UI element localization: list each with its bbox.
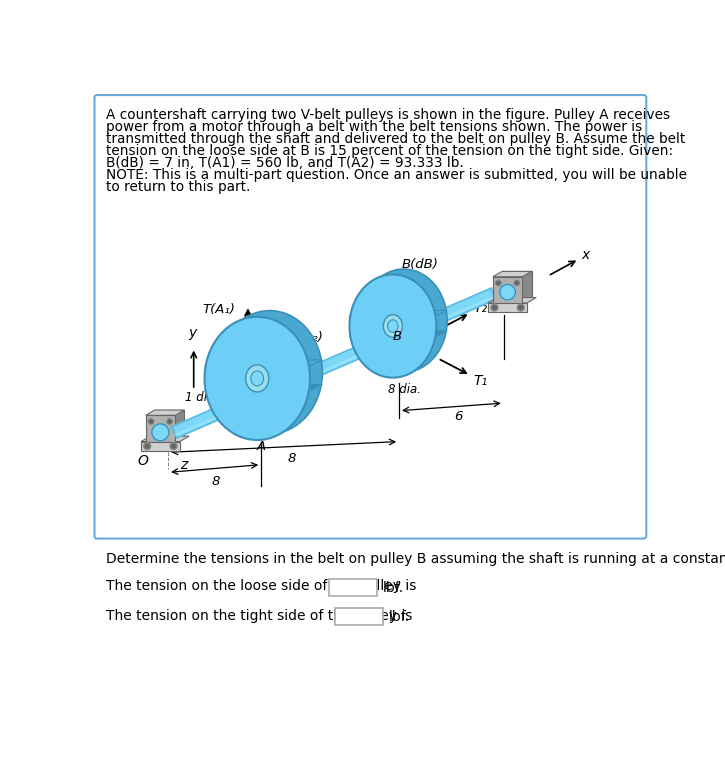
Bar [146,416,175,442]
Ellipse shape [217,311,323,434]
Bar [493,277,522,304]
Ellipse shape [204,317,310,440]
Circle shape [149,420,153,423]
Text: T(A₂): T(A₂) [291,331,323,344]
Text: y: y [188,326,196,340]
Text: C: C [520,279,529,293]
Polygon shape [146,410,184,416]
Circle shape [172,445,175,448]
Polygon shape [175,296,495,436]
Bar [141,442,180,451]
Ellipse shape [251,371,264,386]
Text: A countershaft carrying two V-belt pulleys is shown in the figure. Pulley A rece: A countershaft carrying two V-belt pulle… [106,108,670,122]
Polygon shape [349,310,447,315]
Text: 1 dia.: 1 dia. [185,391,218,404]
Text: lbf.: lbf. [389,610,410,624]
Circle shape [145,445,149,448]
Text: x: x [581,249,589,262]
Polygon shape [141,436,189,442]
Text: 8: 8 [212,475,220,488]
Text: B(dB) = 7 in, T(A1) = 560 lb, and T(A2) = 93.333 lb.: B(dB) = 7 in, T(A1) = 560 lb, and T(A2) … [106,156,464,170]
Text: The tension on the tight side of the pulley is: The tension on the tight side of the pul… [106,609,413,622]
Circle shape [496,280,501,286]
Text: Determine the tensions in the belt on pulley B assuming the shaft is running at : Determine the tensions in the belt on pu… [106,552,725,565]
Text: NOTE: This is a multi-part question. Once an answer is submitted, you will be un: NOTE: This is a multi-part question. Onc… [106,168,687,182]
Text: lbf.: lbf. [383,581,404,595]
Polygon shape [488,298,536,303]
Circle shape [149,419,154,424]
Ellipse shape [246,365,269,392]
Text: O: O [138,454,149,468]
Circle shape [515,281,518,284]
FancyBboxPatch shape [328,578,376,596]
Text: z: z [180,458,187,473]
Circle shape [144,443,151,450]
Text: T₁: T₁ [473,375,487,388]
Polygon shape [172,288,496,438]
Text: tension on the loose side at B is 15 percent of the tension on the tight side. G: tension on the loose side at B is 15 per… [106,144,674,158]
Circle shape [168,420,171,423]
Text: The tension on the loose side of the pulley is: The tension on the loose side of the pul… [106,579,416,594]
Circle shape [492,306,497,309]
FancyBboxPatch shape [335,608,383,625]
Text: T(A₁): T(A₁) [202,302,235,315]
Circle shape [167,419,173,424]
Circle shape [497,281,500,284]
Polygon shape [204,385,323,391]
Text: transmitted through the shaft and delivered to the belt on pulley B. Assume the : transmitted through the shaft and delive… [106,132,685,146]
Circle shape [514,280,520,286]
Polygon shape [502,271,531,299]
Ellipse shape [360,269,447,372]
Text: 8: 8 [288,452,297,465]
Polygon shape [204,360,323,366]
Circle shape [500,284,515,300]
Circle shape [517,304,524,311]
FancyBboxPatch shape [94,95,646,539]
Text: B: B [393,331,402,344]
Polygon shape [493,271,531,277]
Bar [488,303,527,312]
Circle shape [170,443,177,450]
Polygon shape [155,410,184,437]
Ellipse shape [388,320,398,332]
Text: A: A [257,440,265,453]
Text: power from a motor through a belt with the belt tensions shown. The power is: power from a motor through a belt with t… [106,120,642,134]
Text: to return to this part.: to return to this part. [106,180,251,194]
Text: T₂: T₂ [473,302,487,315]
Circle shape [491,304,498,311]
Circle shape [519,306,523,309]
Text: 6: 6 [454,410,462,423]
Text: B(dB): B(dB) [402,258,439,271]
Circle shape [152,424,169,441]
Text: 8 dia.: 8 dia. [388,383,421,396]
Ellipse shape [349,274,436,378]
Polygon shape [349,331,447,337]
Ellipse shape [384,315,402,337]
